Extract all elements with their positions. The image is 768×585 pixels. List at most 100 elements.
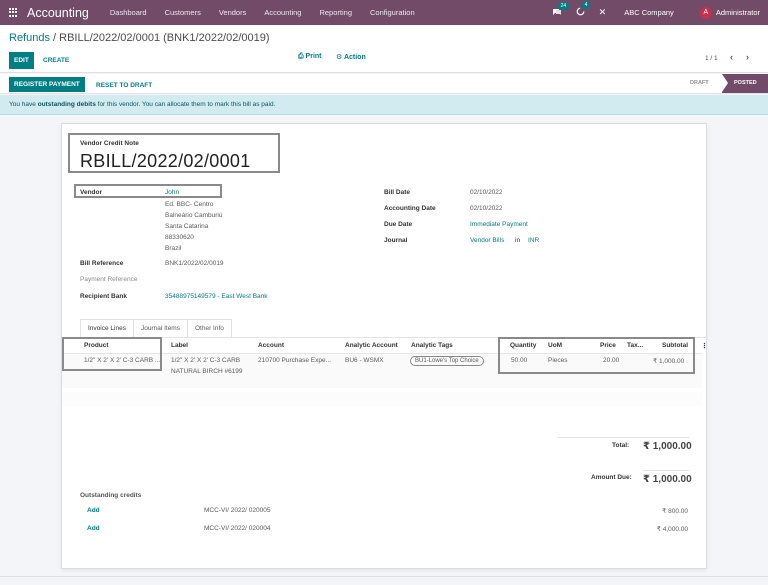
alert-text-bold: outstanding debits bbox=[37, 101, 96, 108]
column-uom[interactable]: UoM bbox=[548, 342, 563, 349]
total-label: Total: bbox=[612, 442, 630, 449]
vendor-address-line: Ed. BBC- Centro bbox=[165, 201, 214, 208]
outstanding-debits-alert: You have outstanding debits for this ven… bbox=[0, 95, 768, 115]
print-button[interactable]: ⎙ Print bbox=[298, 53, 322, 60]
pager-value[interactable]: 1 / 1 bbox=[705, 55, 718, 62]
top-navbar: Accounting Dashboard Customers Vendors A… bbox=[0, 0, 768, 25]
amount-due-value: ₹ 1,000.00 bbox=[643, 474, 692, 485]
highlight-box-vendor bbox=[74, 184, 222, 198]
activities-icon[interactable]: 4 bbox=[576, 1, 591, 18]
statusbar: REGISTER PAYMENT RESET TO DRAFT DRAFT PO… bbox=[0, 74, 768, 94]
column-price[interactable]: Price bbox=[600, 342, 616, 349]
journal-value[interactable]: Vendor Bills bbox=[470, 237, 505, 244]
empty-table-row[interactable] bbox=[62, 374, 702, 388]
amount-due-label: Amount Due: bbox=[591, 474, 632, 481]
optional-columns-icon[interactable]: ⋮ bbox=[701, 343, 708, 350]
reset-to-draft-button[interactable]: RESET TO DRAFT bbox=[96, 82, 153, 89]
edit-button[interactable]: EDIT bbox=[9, 52, 34, 69]
menu-customers[interactable]: Customers bbox=[164, 8, 201, 17]
cell-account: 210700 Purchase Expe... bbox=[258, 357, 331, 364]
menu-dashboard[interactable]: Dashboard bbox=[109, 8, 147, 17]
menu-reporting[interactable]: Reporting bbox=[319, 8, 352, 17]
alert-text-prefix: You have bbox=[9, 101, 38, 108]
cell-subtotal: ₹ 1,000.00 bbox=[653, 358, 685, 365]
column-account[interactable]: Account bbox=[258, 342, 284, 349]
alert-text-suffix: for this vendor. You can allocate them t… bbox=[95, 101, 276, 108]
menu-vendors[interactable]: Vendors bbox=[218, 8, 247, 17]
vendor-address-line: Balneário Camburiú bbox=[165, 212, 223, 219]
bill-reference-value: BNK1/2022/02/0019 bbox=[165, 260, 224, 267]
activities-badge: 4 bbox=[581, 1, 591, 9]
due-date-label: Due Date bbox=[384, 221, 413, 228]
column-product[interactable]: Product bbox=[84, 342, 109, 349]
cell-label-line2: NATURAL BIRCH #6199 bbox=[171, 368, 243, 375]
recipient-bank-value[interactable]: 35488975149579 - East West Bank bbox=[165, 293, 268, 300]
outstanding-credits-title: Outstanding credits bbox=[80, 492, 142, 499]
column-subtotal[interactable]: Subtotal bbox=[662, 342, 688, 349]
empty-table-row[interactable] bbox=[62, 392, 702, 406]
accounting-date-label: Accounting Date bbox=[384, 205, 436, 212]
amount-due-divider bbox=[643, 470, 689, 471]
cell-uom: Pieces bbox=[548, 357, 568, 364]
journal-currency-value[interactable]: INR bbox=[528, 237, 540, 244]
action-button[interactable]: ⚙ Action bbox=[336, 54, 366, 61]
apps-menu-icon[interactable] bbox=[9, 7, 19, 18]
column-analytic-account[interactable]: Analytic Account bbox=[345, 342, 398, 349]
credit-amount: ₹ 800.00 bbox=[662, 508, 688, 515]
tab-divider bbox=[62, 337, 708, 338]
debug-tools-icon[interactable]: ✕ bbox=[598, 7, 607, 17]
tab-other-info[interactable]: Other Info bbox=[186, 319, 232, 337]
menu-accounting[interactable]: Accounting bbox=[264, 8, 302, 17]
column-quantity[interactable]: Quantity bbox=[510, 342, 537, 349]
credit-reference: MCC-VI/ 2022/ 020005 bbox=[204, 507, 271, 514]
menu-configuration[interactable]: Configuration bbox=[370, 8, 415, 17]
notebook-tabs: Invoice Lines Journal Items Other Info bbox=[80, 319, 232, 337]
stage-posted[interactable]: POSTED bbox=[722, 74, 768, 93]
messages-badge: 24 bbox=[557, 1, 570, 10]
column-analytic-tags[interactable]: Analytic Tags bbox=[411, 342, 453, 349]
vendor-address-line: Santa Catarina bbox=[165, 223, 209, 230]
breadcrumb-current: RBILL/2022/02/0001 (BNK1/2022/02/0019) bbox=[59, 32, 270, 44]
app-name[interactable]: Accounting bbox=[27, 5, 89, 20]
table-row[interactable] bbox=[62, 354, 702, 374]
column-label[interactable]: Label bbox=[171, 342, 188, 349]
analytic-tag-badge: BU1-Lowe's Top Choice bbox=[410, 356, 484, 366]
create-button[interactable]: CREATE bbox=[43, 57, 70, 64]
cell-analytic-account: BU6 - WSMX bbox=[345, 357, 384, 364]
credit-reference: MCC-VI/ 2022/ 020004 bbox=[204, 525, 271, 532]
payment-reference-label: Payment Reference bbox=[80, 276, 138, 283]
tab-invoice-lines[interactable]: Invoice Lines bbox=[80, 319, 134, 337]
column-taxes[interactable]: Tax... bbox=[627, 342, 644, 349]
breadcrumb-refunds[interactable]: Refunds bbox=[9, 32, 50, 44]
vendor-address-line: 88330620 bbox=[165, 234, 194, 241]
vendor-label: Vendor bbox=[80, 189, 103, 196]
total-value: ₹ 1,000.00 bbox=[643, 441, 692, 452]
messages-icon[interactable]: 24 bbox=[552, 1, 570, 18]
document-title: RBILL/2022/02/0001 bbox=[80, 151, 251, 171]
cell-quantity: 50.00 bbox=[511, 357, 528, 364]
pager-next-icon[interactable]: › bbox=[746, 52, 749, 62]
user-menu[interactable]: Administrator bbox=[715, 8, 760, 17]
systray: 24 4 ✕ ABC Company A Administrator bbox=[552, 0, 768, 25]
pager-previous-icon[interactable]: ‹ bbox=[730, 52, 733, 62]
highlight-box-title bbox=[68, 133, 280, 173]
register-payment-button[interactable]: REGISTER PAYMENT bbox=[9, 77, 85, 92]
user-avatar[interactable]: A bbox=[699, 6, 712, 19]
cell-product: 1/2" X 2' X 2' C-3 CARB ... bbox=[84, 357, 161, 364]
chatter-divider bbox=[0, 576, 768, 577]
company-switcher[interactable]: ABC Company bbox=[624, 8, 674, 17]
vendor-value[interactable]: John bbox=[165, 189, 180, 196]
bill-date-value: 02/10/2022 bbox=[470, 189, 503, 196]
recipient-bank-label: Recipient Bank bbox=[80, 293, 127, 300]
add-credit-button[interactable]: Add bbox=[87, 507, 100, 514]
cell-label: 1/2" X 2' X 2' C-3 CARB bbox=[171, 357, 241, 364]
tab-journal-items[interactable]: Journal Items bbox=[132, 319, 188, 337]
main-menu: Dashboard Customers Vendors Accounting R… bbox=[101, 8, 424, 17]
due-date-value[interactable]: Immediate Payment bbox=[470, 221, 528, 228]
cell-price: 20.00 bbox=[603, 357, 620, 364]
accounting-date-value: 02/10/2022 bbox=[470, 205, 503, 212]
add-credit-button[interactable]: Add bbox=[87, 525, 100, 532]
table-header-divider bbox=[62, 353, 702, 354]
bill-reference-label: Bill Reference bbox=[80, 260, 124, 267]
stage-draft[interactable]: DRAFT bbox=[690, 80, 709, 86]
